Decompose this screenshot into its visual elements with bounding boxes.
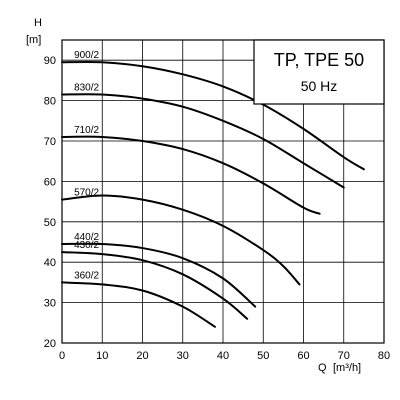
x-tick-label: 30 xyxy=(177,350,189,362)
x-tick-label: 70 xyxy=(338,350,350,362)
curve-label-440-2: 440/2 xyxy=(74,232,99,243)
y-tick-label: 30 xyxy=(44,298,56,310)
chart-subtitle: 50 Hz xyxy=(301,78,338,94)
curve-830-2 xyxy=(61,93,345,189)
curve-label-570-2: 570/2 xyxy=(74,188,99,199)
curve-570-2 xyxy=(61,194,301,286)
x-tick-label: 20 xyxy=(136,350,148,362)
y-tick-label: 60 xyxy=(44,176,56,188)
curve-label-710-2: 710/2 xyxy=(74,125,99,136)
y-axis-label: H xyxy=(34,17,42,29)
curve-360-2 xyxy=(61,281,216,328)
performance-curves xyxy=(61,60,365,328)
title-box: TP, TPE 50 50 Hz xyxy=(253,39,385,105)
y-tick-label: 70 xyxy=(44,136,56,148)
x-axis-label: Q xyxy=(318,362,327,374)
curve-440-2 xyxy=(61,242,257,308)
y-tick-label: 80 xyxy=(44,96,56,108)
title-box-frame xyxy=(253,39,385,105)
curve-label-900-2: 900/2 xyxy=(74,50,99,61)
x-tick-label: 10 xyxy=(96,350,108,362)
curve-label-430-2: 430/2 xyxy=(74,240,99,251)
curve-900-2 xyxy=(61,60,365,171)
curve-label-830-2: 830/2 xyxy=(74,83,99,94)
plot-frame xyxy=(61,39,385,344)
chart-title: TP, TPE 50 xyxy=(274,50,364,70)
x-tick-label: 0 xyxy=(59,350,65,362)
curve-710-2 xyxy=(61,135,321,215)
x-axis-unit: [m³/h] xyxy=(333,362,361,374)
x-tick-label: 60 xyxy=(297,350,309,362)
x-tick-label: 50 xyxy=(257,350,269,362)
y-tick-label: 50 xyxy=(44,217,56,229)
y-tick-label: 40 xyxy=(44,257,56,269)
curve-label-360-2: 360/2 xyxy=(74,270,99,281)
x-tick-label: 80 xyxy=(378,350,390,362)
curve-430-2 xyxy=(61,251,249,320)
y-axis-unit: [m] xyxy=(26,34,41,46)
y-tick-label: 20 xyxy=(44,338,56,350)
tick-labels: 0 10 20 30 40 50 60 70 80 20 30 40 50 60 70 80 90 xyxy=(44,55,390,362)
x-tick-label: 40 xyxy=(217,350,229,362)
y-tick-label: 90 xyxy=(44,55,56,67)
